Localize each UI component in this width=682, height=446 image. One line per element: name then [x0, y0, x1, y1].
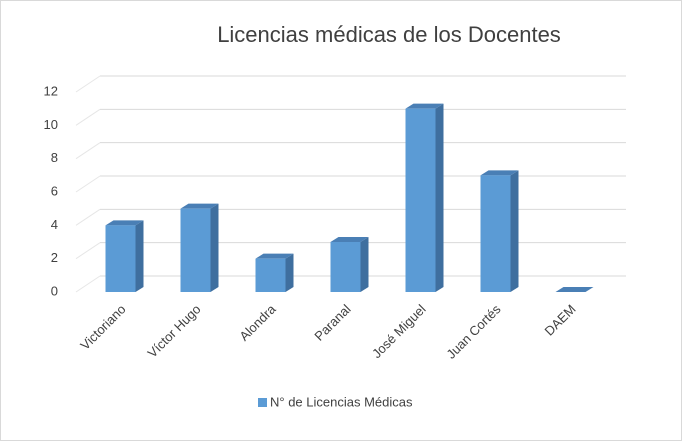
bar-3d — [330, 237, 369, 292]
grid-depth-line — [75, 275, 101, 293]
bar-top — [405, 103, 444, 109]
bar-side — [210, 203, 219, 292]
grid-depth-line — [75, 75, 101, 93]
bar — [105, 225, 136, 292]
bar-top — [180, 203, 219, 209]
y-tick-label: 12 — [44, 83, 58, 98]
grid-depth-line — [75, 142, 101, 160]
bar-top — [330, 237, 369, 242]
bar — [405, 108, 436, 293]
bar — [480, 175, 511, 292]
grid-depth-line — [75, 208, 101, 226]
bar — [180, 208, 211, 292]
y-tick-label: 4 — [51, 217, 58, 232]
bar-side — [135, 220, 144, 292]
y-tick-label: 10 — [44, 117, 58, 132]
bar-top — [555, 287, 594, 292]
bar-3d — [255, 253, 294, 292]
y-tick-label: 0 — [51, 283, 58, 298]
bar-side — [285, 253, 294, 292]
bar-top — [480, 170, 519, 176]
grid-depth-line — [75, 108, 101, 126]
bar-3d — [480, 170, 519, 292]
bar-side — [435, 103, 444, 293]
y-tick-label: 8 — [51, 150, 58, 165]
legend-swatch — [258, 398, 267, 407]
legend-label: N° de Licencias Médicas — [270, 394, 413, 409]
y-tick-label: 6 — [51, 183, 58, 198]
grid-depth-line — [75, 175, 101, 193]
bar — [255, 258, 286, 292]
bar-3d — [555, 287, 594, 292]
bar-side — [360, 237, 369, 292]
y-tick-label: 2 — [51, 250, 58, 265]
chart-title: Licencias médicas de los Docentes — [217, 22, 561, 47]
bar-3d — [180, 203, 219, 292]
bar — [330, 242, 361, 292]
bar-top — [255, 253, 294, 259]
bar-top — [105, 220, 144, 226]
bar-3d — [105, 220, 144, 292]
bar-3d — [405, 103, 444, 293]
grid-depth-line — [75, 242, 101, 260]
bar-side — [510, 170, 519, 292]
